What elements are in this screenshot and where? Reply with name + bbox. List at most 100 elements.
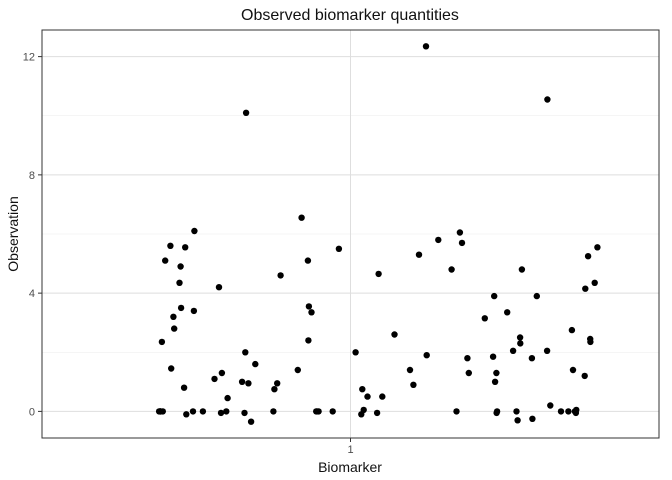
data-point <box>448 266 455 273</box>
data-point <box>176 279 183 286</box>
data-point <box>581 372 588 380</box>
data-point <box>453 408 460 415</box>
data-point <box>252 360 259 368</box>
data-point <box>373 409 381 417</box>
data-point <box>168 365 175 372</box>
data-point <box>215 284 223 291</box>
data-point <box>565 408 572 415</box>
data-point <box>493 408 501 415</box>
data-point <box>557 408 565 415</box>
data-point <box>435 236 442 244</box>
data-point <box>308 309 315 316</box>
data-point <box>170 313 177 320</box>
y-tick-label: 12 <box>23 52 35 64</box>
chart-title: Observed biomarker quantities <box>241 7 459 24</box>
data-point <box>375 270 382 278</box>
data-point <box>423 352 430 359</box>
data-point <box>241 409 248 417</box>
grid-layer <box>42 30 659 438</box>
data-point <box>245 380 252 387</box>
data-point <box>352 349 359 356</box>
data-point <box>158 338 166 346</box>
data-point <box>568 326 576 334</box>
data-point <box>177 304 185 312</box>
data-point <box>456 229 464 236</box>
data-point <box>305 303 313 310</box>
data-point <box>464 355 471 362</box>
data-point <box>489 353 497 360</box>
data-point <box>298 214 305 221</box>
data-point <box>569 366 577 374</box>
data-point <box>242 349 249 356</box>
data-point <box>514 417 521 424</box>
y-axis-title: Observation <box>5 196 21 271</box>
data-point <box>584 253 592 260</box>
x-tick-label: 1 <box>347 444 353 456</box>
data-point <box>242 109 250 117</box>
data-point <box>458 239 466 247</box>
data-point <box>513 408 520 415</box>
data-point <box>191 227 198 235</box>
data-point <box>406 366 414 374</box>
data-point <box>591 279 598 286</box>
data-point <box>335 245 343 252</box>
data-point <box>218 369 226 377</box>
data-point <box>304 257 312 264</box>
data-point <box>544 96 551 103</box>
data-point <box>224 394 231 402</box>
data-point <box>162 257 169 264</box>
data-point <box>533 292 540 300</box>
data-point <box>189 408 197 415</box>
data-point <box>415 251 423 258</box>
data-point <box>305 337 312 344</box>
data-point <box>211 375 218 383</box>
data-point <box>217 409 225 417</box>
data-point <box>491 292 498 300</box>
y-tick-label: 8 <box>29 170 35 182</box>
data-point <box>199 408 207 415</box>
data-point <box>518 266 526 273</box>
data-point <box>481 315 488 322</box>
data-point <box>516 334 524 341</box>
data-point <box>528 355 536 362</box>
data-point <box>159 408 166 415</box>
data-point <box>238 378 246 385</box>
data-point <box>543 347 551 354</box>
data-point <box>180 384 188 391</box>
data-point <box>270 408 277 415</box>
data-point <box>509 347 517 354</box>
data-point <box>277 272 284 279</box>
data-point <box>504 309 511 316</box>
data-point <box>547 402 554 409</box>
x-axis-title: Biomarker <box>318 459 382 475</box>
data-point <box>274 380 281 387</box>
data-point <box>493 369 500 377</box>
data-point <box>379 393 386 400</box>
data-point <box>410 381 417 388</box>
points-layer <box>155 43 601 425</box>
data-point <box>587 338 594 346</box>
y-tick-label: 4 <box>29 288 35 300</box>
data-point <box>422 43 430 50</box>
data-point <box>167 242 174 249</box>
data-point <box>517 340 524 347</box>
data-point <box>294 366 301 374</box>
data-point <box>183 411 190 418</box>
y-tick-label: 0 <box>29 406 35 418</box>
data-point <box>329 408 336 415</box>
ticks-layer: 0 4 8 12 1 <box>23 52 354 456</box>
data-point <box>359 386 366 393</box>
data-point <box>171 325 178 332</box>
data-point <box>594 244 601 251</box>
data-point <box>182 244 189 251</box>
data-point <box>573 406 580 414</box>
data-point <box>271 386 278 393</box>
data-point <box>360 406 367 414</box>
data-point <box>364 393 371 400</box>
data-point <box>177 263 184 270</box>
data-point <box>529 415 536 422</box>
data-point <box>190 307 198 315</box>
data-point <box>247 418 255 425</box>
data-point <box>491 378 499 385</box>
